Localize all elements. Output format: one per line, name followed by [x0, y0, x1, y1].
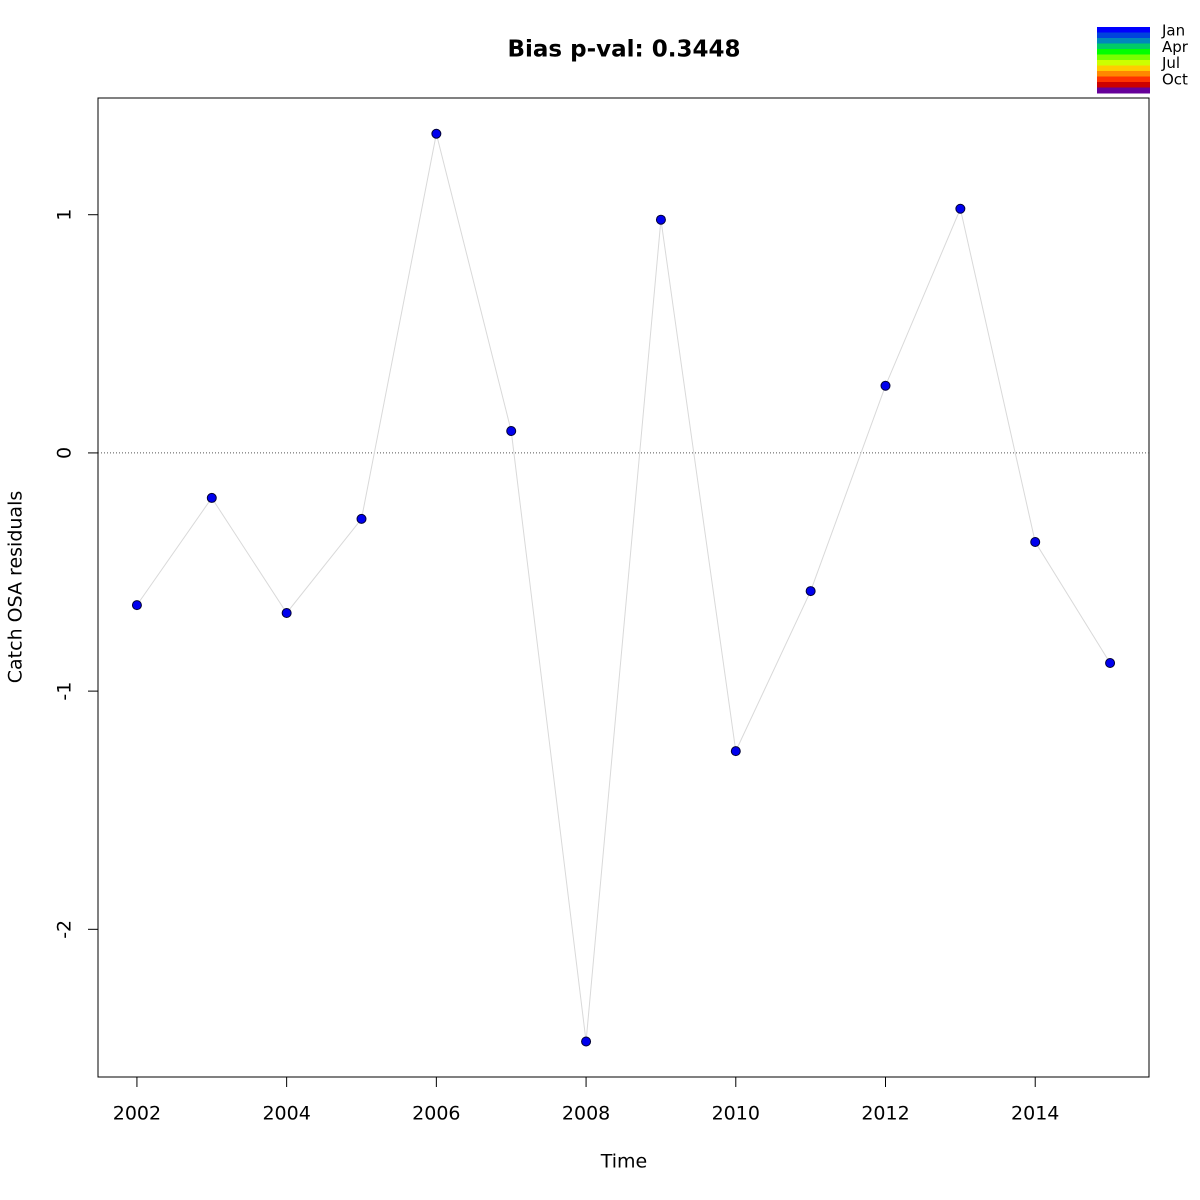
- x-tick-label: 2010: [712, 1103, 760, 1125]
- legend-swatch: [1097, 65, 1150, 72]
- legend-label: Apr: [1162, 38, 1189, 56]
- series-line: [136, 133, 1111, 1042]
- legend-swatch: [1097, 38, 1150, 44]
- legend-swatch: [1097, 43, 1150, 50]
- data-point: [131, 600, 142, 611]
- data-point: [1105, 658, 1116, 669]
- y-tick-label: -2: [54, 920, 76, 939]
- x-tick-label: 2004: [262, 1103, 310, 1125]
- x-tick-label: 2002: [113, 1103, 161, 1125]
- legend-label: Jul: [1161, 54, 1180, 72]
- x-axis-label: Time: [600, 1151, 648, 1173]
- data-point: [880, 380, 891, 391]
- y-tick-label: 0: [54, 447, 76, 459]
- legend-swatch: [1097, 32, 1150, 39]
- legend-swatch: [1097, 60, 1150, 66]
- data-point: [356, 513, 367, 524]
- x-tick-label: 2006: [412, 1103, 460, 1125]
- legend-label: Oct: [1162, 70, 1188, 88]
- legend-swatch: [1097, 27, 1150, 33]
- x-tick-label: 2014: [1011, 1103, 1059, 1125]
- data-point: [581, 1036, 592, 1047]
- legend-swatch: [1097, 71, 1150, 77]
- data-point: [1030, 537, 1041, 548]
- y-tick-label: 1: [54, 209, 76, 221]
- data-point: [431, 128, 442, 139]
- x-tick-label: 2008: [562, 1103, 610, 1125]
- data-point: [730, 746, 741, 757]
- legend-swatch: [1097, 87, 1150, 94]
- legend-label: Jan: [1161, 22, 1185, 40]
- data-point: [805, 586, 816, 597]
- data-point: [206, 492, 217, 503]
- chart-title: Bias p-val: 0.3448: [508, 37, 741, 63]
- legend-swatch: [1097, 82, 1150, 88]
- data-point: [281, 607, 292, 618]
- data-point: [655, 214, 666, 225]
- data-point: [955, 203, 966, 214]
- y-axis-label: Catch OSA residuals: [5, 491, 27, 683]
- legend-swatch: [1097, 54, 1150, 61]
- x-tick-label: 2012: [861, 1103, 909, 1125]
- legend-swatch: [1097, 49, 1150, 55]
- data-point: [506, 426, 517, 437]
- y-tick-label: -1: [54, 682, 76, 701]
- legend-swatch: [1097, 76, 1150, 83]
- plot-frame: [97, 97, 1150, 1078]
